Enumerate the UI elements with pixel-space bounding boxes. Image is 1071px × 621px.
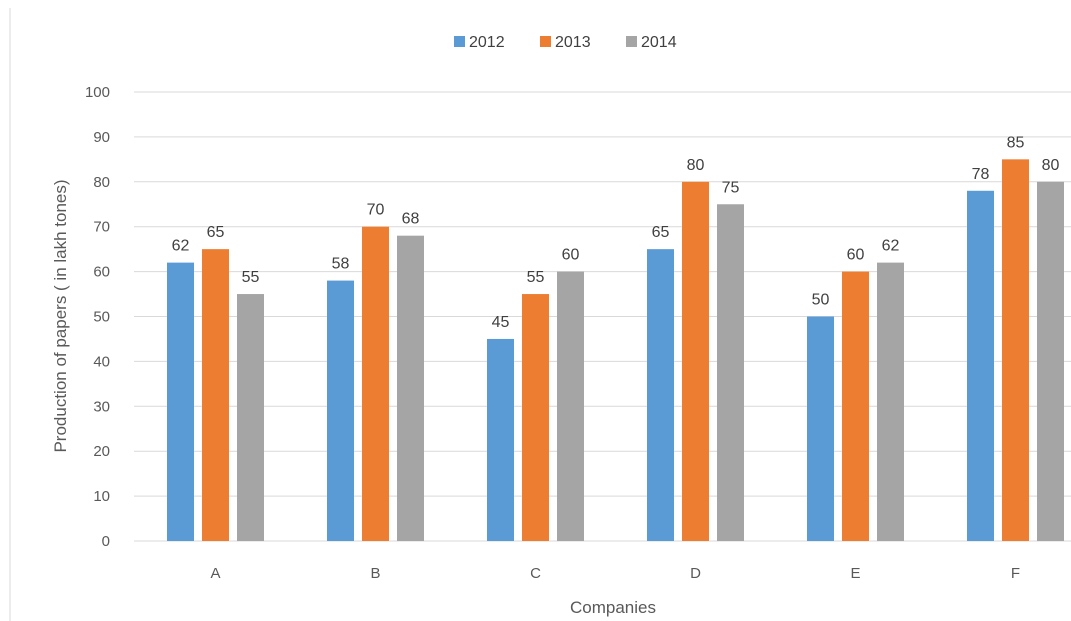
bar-F-2014 — [1037, 181, 1064, 542]
data-label-D-2013: 80 — [687, 157, 705, 174]
legend: 2012 2013 2014 — [454, 34, 677, 51]
y-tick-label: 100 — [85, 84, 110, 101]
data-label-A-2012: 62 — [172, 238, 190, 255]
gridlines — [134, 91, 1071, 542]
bar-B-2013 — [362, 226, 389, 541]
x-tick-label-B: B — [370, 565, 380, 582]
data-label-B-2013: 70 — [367, 202, 385, 219]
data-label-D-2014: 75 — [722, 179, 740, 196]
data-label-A-2014: 55 — [242, 269, 260, 286]
bar-D-2012 — [647, 249, 674, 541]
y-tick-label: 20 — [93, 443, 110, 460]
data-label-E-2014: 62 — [882, 238, 900, 255]
bar-D-2014 — [717, 204, 744, 541]
data-label-B-2014: 68 — [402, 211, 420, 228]
bar-F-2012 — [967, 190, 994, 541]
bar-B-2012 — [327, 280, 354, 541]
bar-A-2014 — [237, 294, 264, 541]
x-tick-label-D: D — [690, 565, 701, 582]
data-label-C-2013: 55 — [527, 269, 545, 286]
bar-B-2014 — [397, 235, 424, 541]
y-tick-label: 70 — [93, 219, 110, 236]
y-axis-title: Production of papers ( in lakh tones) — [51, 179, 70, 452]
x-tick-label-E: E — [850, 565, 860, 582]
y-tick-label: 30 — [93, 398, 110, 415]
legend-label-2013: 2013 — [555, 34, 591, 51]
x-tick-label-C: C — [530, 565, 541, 582]
y-tick-label: 10 — [93, 488, 110, 505]
x-tick-label-A: A — [210, 565, 220, 582]
y-tick-label: 90 — [93, 129, 110, 146]
y-tick-label: 50 — [93, 309, 110, 326]
data-label-C-2012: 45 — [492, 314, 510, 331]
legend-swatch-2013 — [540, 36, 551, 47]
bar-D-2013 — [682, 181, 709, 542]
legend-swatch-2012 — [454, 36, 465, 47]
bar-E-2013 — [842, 271, 869, 541]
data-label-C-2014: 60 — [562, 247, 580, 264]
legend-label-2012: 2012 — [469, 34, 505, 51]
bar-C-2014 — [557, 271, 584, 541]
bars — [167, 159, 1064, 542]
data-label-E-2013: 60 — [847, 247, 865, 264]
bar-E-2014 — [877, 262, 904, 541]
y-tick-label: 0 — [102, 533, 110, 550]
data-label-A-2013: 65 — [207, 224, 225, 241]
x-axis-title: Companies — [570, 598, 656, 617]
bar-A-2013 — [202, 249, 229, 541]
data-labels: 62 65 55 58 70 68 45 55 60 65 80 75 50 60 62 78 85 80 — [172, 134, 1060, 331]
y-axis-ticks: 0 10 20 30 40 50 60 70 80 90 100 — [85, 84, 110, 550]
bar-F-2013 — [1002, 159, 1029, 541]
bar-C-2012 — [487, 338, 514, 541]
data-label-F-2012: 78 — [972, 166, 990, 183]
data-label-F-2014: 80 — [1042, 157, 1060, 174]
data-label-F-2013: 85 — [1007, 134, 1025, 151]
bar-E-2012 — [807, 316, 834, 541]
data-label-B-2012: 58 — [332, 256, 350, 273]
y-tick-label: 40 — [93, 353, 110, 370]
y-tick-label: 60 — [93, 264, 110, 281]
y-tick-label: 80 — [93, 174, 110, 191]
bar-C-2013 — [522, 294, 549, 541]
x-tick-label-F: F — [1011, 565, 1020, 582]
data-label-D-2012: 65 — [652, 224, 670, 241]
legend-swatch-2014 — [626, 36, 637, 47]
x-axis-ticks: A B C D E F — [210, 565, 1020, 582]
bar-A-2012 — [167, 262, 194, 541]
legend-label-2014: 2014 — [641, 34, 677, 51]
data-label-E-2012: 50 — [812, 292, 830, 309]
